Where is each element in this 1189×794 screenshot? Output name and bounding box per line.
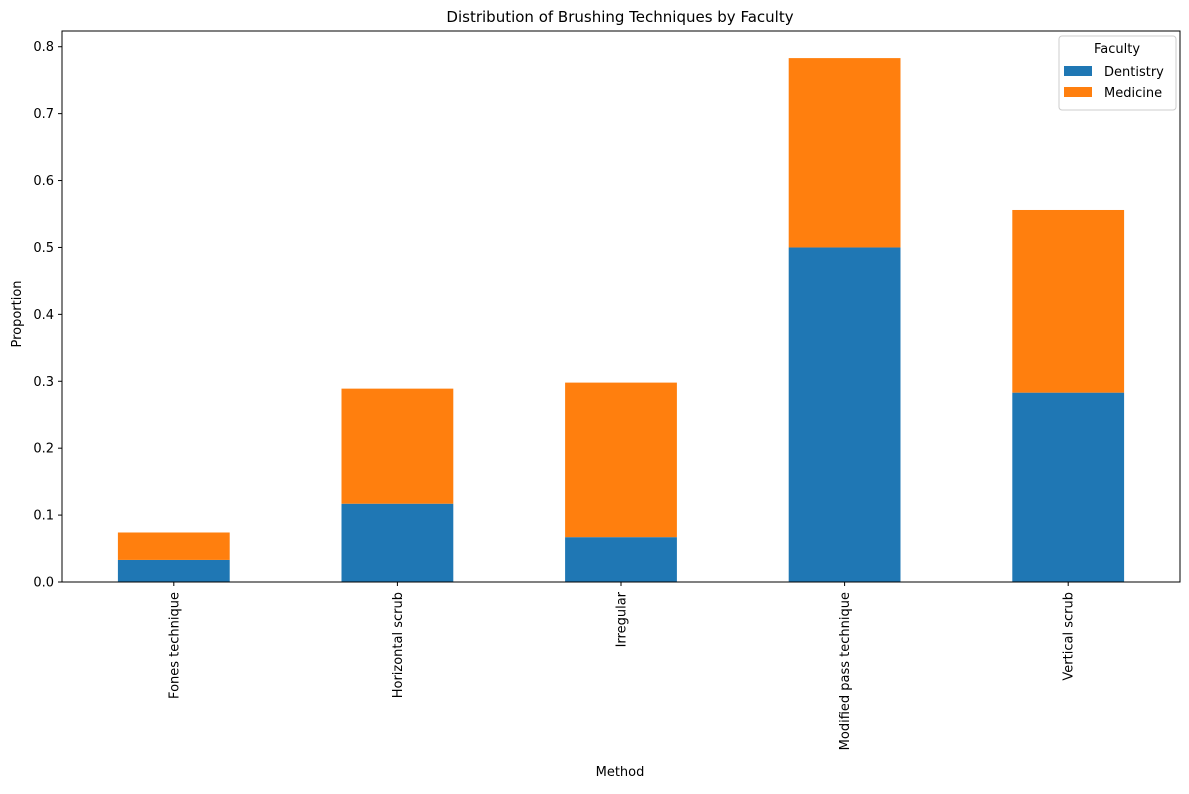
- y-tick-label-1: 0.0: [33, 576, 54, 591]
- y-tick-label-5: 0.4: [33, 308, 54, 323]
- legend-swatch-dentistry: [1064, 66, 1092, 76]
- bar-medicine-2: [341, 388, 454, 504]
- axes-layer: 0.0 0.1 0.2 0.3 0.4 0.5 0.6 0.7 0.8 Fones techniq…: [33, 30, 1181, 750]
- bar-dentistry-2: [341, 503, 454, 582]
- x-tick-label-4: Modified pass technique: [838, 592, 853, 750]
- x-tick-label-3: Irregular: [615, 591, 630, 647]
- bar-dentistry-1: [117, 559, 230, 582]
- y-tick-label-7: 0.6: [33, 174, 54, 189]
- bar-dentistry-5: [1012, 392, 1125, 582]
- bar-medicine-5: [1012, 209, 1125, 393]
- y-axis-label: Proportion: [10, 280, 25, 347]
- bar-dentistry-4: [788, 247, 901, 582]
- x-tick-label-1: Fones technique: [167, 592, 182, 699]
- y-tick-label-2: 0.1: [33, 509, 54, 524]
- bar-medicine-4: [788, 58, 901, 248]
- bar-dentistry-3: [565, 537, 677, 582]
- legend-label-dentistry: Dentistry: [1104, 65, 1164, 80]
- legend-label-medicine: Medicine: [1104, 86, 1162, 101]
- x-tick-label-2: Horizontal scrub: [391, 592, 406, 698]
- y-tick-label-9: 0.8: [33, 40, 54, 55]
- bar-medicine-3: [565, 382, 677, 538]
- x-axis-label: Method: [596, 765, 645, 780]
- bar-medicine-1: [117, 532, 230, 560]
- x-tick-label-5: Vertical scrub: [1062, 592, 1077, 681]
- y-tick-label-6: 0.5: [33, 241, 54, 256]
- legend: Faculty Dentistry Medicine: [1058, 35, 1177, 111]
- legend-swatch-medicine: [1064, 87, 1092, 97]
- bars-layer: [117, 58, 1125, 582]
- legend-title: Faculty: [1094, 42, 1140, 57]
- y-tick-label-8: 0.7: [33, 107, 54, 122]
- chart-title: Distribution of Brushing Techniques by F…: [446, 8, 793, 26]
- y-tick-label-3: 0.2: [33, 442, 54, 457]
- y-tick-label-4: 0.3: [33, 375, 54, 390]
